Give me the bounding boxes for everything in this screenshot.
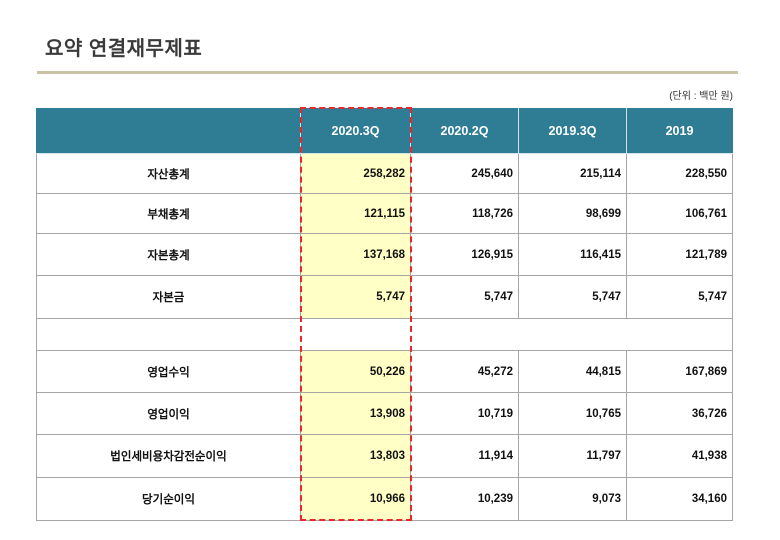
cell-value: 36,726: [626, 392, 733, 435]
row-label: 영업이익: [36, 392, 301, 435]
cell-value: 121,789: [626, 233, 733, 276]
cell-value: 137,168: [300, 233, 411, 276]
cell-value: 5,747: [626, 275, 733, 319]
table-row: 법인세비용차감전순이익 13,803 11,914 11,797 41,938: [36, 434, 733, 478]
cell-value: 5,747: [410, 275, 519, 319]
cell-value: 245,640: [410, 153, 519, 194]
cell-value: 98,699: [518, 193, 627, 234]
page-title: 요약 연결재무제표: [45, 38, 203, 60]
table-row: 자산총계 258,282 245,640 215,114 228,550: [36, 153, 733, 194]
cell-value: 13,803: [300, 434, 411, 478]
cell-value: 44,815: [518, 350, 627, 393]
cell-value: 215,114: [518, 153, 627, 194]
cell-value: 41,938: [626, 434, 733, 478]
cell-value: 126,915: [410, 233, 519, 276]
cell-value: 11,914: [410, 434, 519, 478]
column-header: 2019.3Q: [518, 108, 627, 154]
table-row: 당기순이익 10,966 10,239 9,073 34,160: [36, 477, 733, 521]
cell-value: 106,761: [626, 193, 733, 234]
cell-value: 258,282: [300, 153, 411, 194]
row-label: 영업수익: [36, 350, 301, 393]
cell-value: 45,272: [410, 350, 519, 393]
column-header: 2020.3Q: [300, 108, 411, 154]
row-label: 법인세비용차감전순이익: [36, 434, 301, 478]
table-row: 부채총계 121,115 118,726 98,699 106,761: [36, 193, 733, 234]
cell-value: 167,869: [626, 350, 733, 393]
cell-value: 10,719: [410, 392, 519, 435]
cell-value: 9,073: [518, 477, 627, 521]
section-spacer-cell: [36, 318, 733, 351]
column-header: 2020.2Q: [410, 108, 519, 154]
row-label: 부채총계: [36, 193, 301, 234]
cell-value: 50,226: [300, 350, 411, 393]
cell-value: 116,415: [518, 233, 627, 276]
table-row: 영업이익 13,908 10,719 10,765 36,726: [36, 392, 733, 435]
cell-value: 13,908: [300, 392, 411, 435]
header-row: 2020.3Q 2020.2Q 2019.3Q 2019: [36, 108, 733, 154]
cell-value: 118,726: [410, 193, 519, 234]
financial-summary-table: 2020.3Q 2020.2Q 2019.3Q 2019 자산총계 258,28…: [36, 108, 733, 521]
cell-value: 10,765: [518, 392, 627, 435]
table-row: 영업수익 50,226 45,272 44,815 167,869: [36, 350, 733, 393]
row-label: 자본총계: [36, 233, 301, 276]
cell-value: 10,239: [410, 477, 519, 521]
cell-value: 121,115: [300, 193, 411, 234]
cell-value: 5,747: [518, 275, 627, 319]
table-row: 자본금 5,747 5,747 5,747 5,747: [36, 275, 733, 319]
corner-header-cell: [36, 108, 301, 154]
column-header: 2019: [626, 108, 733, 154]
cell-value: 11,797: [518, 434, 627, 478]
unit-note: (단위 : 백만 원): [669, 91, 733, 102]
row-label: 자본금: [36, 275, 301, 319]
title-divider: [37, 71, 738, 74]
row-label: 자산총계: [36, 153, 301, 194]
cell-value: 10,966: [300, 477, 411, 521]
table-row: 자본총계 137,168 126,915 116,415 121,789: [36, 233, 733, 276]
row-label: 당기순이익: [36, 477, 301, 521]
section-spacer-row: [36, 318, 733, 351]
cell-value: 228,550: [626, 153, 733, 194]
cell-value: 5,747: [300, 275, 411, 319]
cell-value: 34,160: [626, 477, 733, 521]
